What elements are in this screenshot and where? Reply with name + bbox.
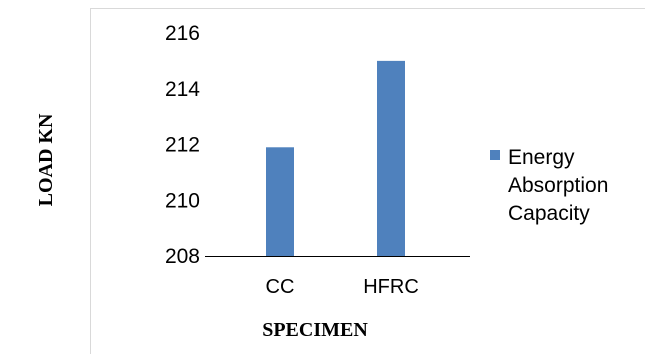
legend: Energy Absorption Capacity xyxy=(490,146,608,225)
x-axis-title: SPECIMEN xyxy=(262,319,368,341)
y-tick-label: 208 xyxy=(165,245,200,268)
y-tick-label: 216 xyxy=(165,22,200,45)
y-tick-label: 212 xyxy=(165,134,200,157)
bar-cc xyxy=(266,147,294,256)
x-axis-categories: CC HFRC xyxy=(266,276,419,298)
chart-area-border xyxy=(90,8,645,354)
y-axis-ticks: 208 210 212 214 216 xyxy=(165,22,200,268)
y-tick-label: 210 xyxy=(165,189,200,212)
legend-label: Energy Absorption Capacity xyxy=(508,146,608,225)
x-category-label: HFRC xyxy=(363,276,419,298)
bar-hfrc xyxy=(377,60,405,256)
y-axis-title: LOAD KN xyxy=(35,113,57,206)
legend-swatch xyxy=(490,150,500,160)
bars xyxy=(266,60,405,256)
x-category-label: CC xyxy=(266,276,295,298)
y-tick-label: 214 xyxy=(165,78,200,101)
